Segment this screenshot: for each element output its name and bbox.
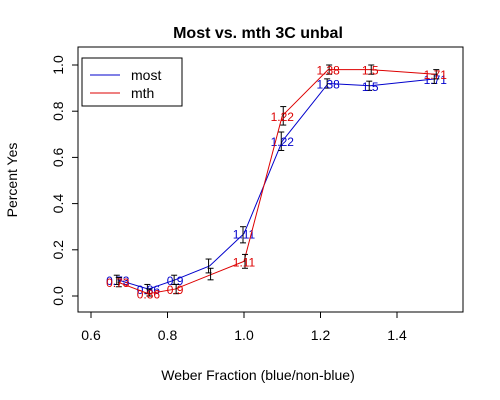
x-tick-label: 0.8	[158, 327, 178, 343]
x-axis-ticks: 0.6 0.8 1.0 1.2 1.4	[81, 312, 407, 343]
legend: most mth	[81, 57, 183, 107]
point-label-most: 1.71	[424, 73, 448, 87]
y-tick-label: 0.4	[50, 194, 66, 214]
y-tick-label: 1.0	[50, 55, 66, 75]
point-label-mth: 0.86	[137, 288, 161, 302]
legend-label-mth: mth	[131, 85, 154, 101]
point-label-most: 0.9	[167, 274, 184, 288]
series-mth: 0.73 0.86 0.9 1.11 1.22 1.38 1.5 1.71	[106, 64, 447, 302]
point-label-mth: 1.22	[271, 110, 295, 124]
y-axis-label: Percent Yes	[4, 143, 20, 218]
x-tick-label: 1.4	[387, 327, 407, 343]
point-label-mth: 0.9	[167, 283, 184, 297]
point-label-mth: 1.71	[424, 68, 448, 82]
point-label-mth: 1.38	[316, 64, 340, 78]
legend-box	[81, 57, 183, 107]
y-tick-label: 0.6	[50, 147, 66, 167]
y-tick-label: 0.2	[50, 240, 66, 260]
series-line-most	[117, 78, 436, 290]
series-layer: 0.730.860.91.111.221.38 1.5 1.710.730.86 0.…	[106, 64, 447, 302]
series-line-mth	[117, 69, 436, 295]
point-label-mth: 1.5	[362, 64, 379, 78]
x-tick-label: 1.0	[234, 327, 254, 343]
point-label-most: 1.38	[316, 77, 340, 91]
point-label-mth: 0.73	[106, 276, 130, 290]
point-label-mth: 1.11	[233, 255, 256, 269]
legend-label-most: most	[131, 67, 161, 83]
y-tick-label: 0.0	[50, 286, 66, 306]
plot-frame	[77, 46, 464, 313]
y-axis-ticks: 0.0 0.2 0.4 0.6 0.8 1.0	[50, 55, 78, 306]
x-axis-label: Weber Fraction (blue/non-blue)	[161, 367, 355, 383]
point-label-most: 1.5	[362, 80, 379, 94]
x-tick-label: 0.6	[81, 327, 101, 343]
x-tick-label: 1.2	[311, 327, 331, 343]
point-label-most: 0.86	[137, 283, 161, 297]
y-tick-label: 0.8	[50, 101, 66, 121]
chart-title: Most vs. mth 3C unbal	[173, 25, 343, 42]
